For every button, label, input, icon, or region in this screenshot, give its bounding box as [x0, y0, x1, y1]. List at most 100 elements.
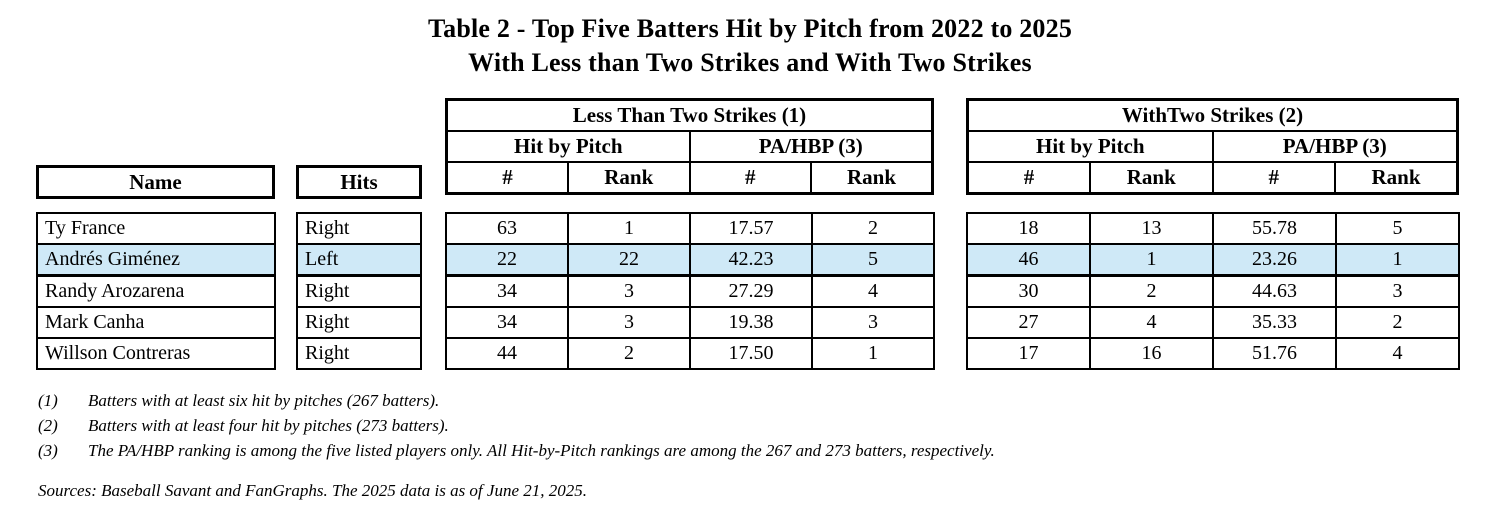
cell-ts-hbp-rank: 4	[1089, 306, 1214, 339]
cell-lt-hbp-rank: 22	[567, 243, 691, 277]
cell-lt-pa-hbp: 42.23	[689, 243, 813, 277]
cell-name: Willson Contreras	[36, 337, 276, 370]
cell-lt-hbp-rank: 3	[567, 274, 691, 308]
cell-lt-pa-rank: 2	[811, 212, 935, 245]
cell-hits: Right	[296, 337, 422, 370]
cell-hits: Right	[296, 274, 422, 308]
num-header: #	[445, 161, 569, 195]
hit-by-pitch-header: Hit by Pitch	[966, 130, 1214, 163]
cell-lt-hbp: 34	[445, 274, 569, 308]
cell-ts-pa-hbp: 35.33	[1212, 306, 1337, 339]
cell-ts-hbp-rank: 16	[1089, 337, 1214, 370]
group-title-row: Less Than Two Strikes (1)	[445, 98, 934, 132]
name-column-header: Name	[36, 165, 275, 199]
rank-header: Rank	[567, 161, 691, 195]
table-row: 27 4 35.33 2	[966, 306, 1460, 339]
with-two-strikes-header: WithTwo Strikes (2) Hit by Pitch PA/HBP …	[966, 98, 1459, 195]
cell-hits: Right	[296, 212, 422, 245]
table-row-highlighted: 22 22 42.23 5	[445, 243, 935, 277]
cell-ts-pa-rank: 3	[1335, 274, 1460, 308]
cell-lt-hbp: 34	[445, 306, 569, 339]
num-header: #	[966, 161, 1091, 195]
footnote-3: (3) The PA/HBP ranking is among the five …	[38, 438, 995, 463]
cell-lt-hbp-rank: 2	[567, 337, 691, 370]
cell-lt-pa-rank: 4	[811, 274, 935, 308]
cell-ts-hbp: 30	[966, 274, 1091, 308]
cell-ts-pa-rank: 1	[1335, 243, 1460, 277]
table-row: Right	[296, 337, 422, 370]
cell-ts-pa-hbp: 55.78	[1212, 212, 1337, 245]
group-subtitle-row: Hit by Pitch PA/HBP (3)	[445, 130, 934, 163]
group-title: Less Than Two Strikes (1)	[445, 98, 934, 132]
cell-lt-hbp: 63	[445, 212, 569, 245]
table-row-highlighted: 46 1 23.26 1	[966, 243, 1460, 277]
table-row: Willson Contreras	[36, 337, 276, 370]
cell-name: Ty France	[36, 212, 276, 245]
footnotes: (1) Batters with at least six hit by pitc…	[38, 388, 995, 463]
cell-lt-hbp: 44	[445, 337, 569, 370]
footnote-number: (2)	[38, 416, 58, 435]
footnote-1: (1) Batters with at least six hit by pitc…	[38, 388, 995, 413]
cell-lt-pa-rank: 3	[811, 306, 935, 339]
figure-title: Table 2 - Top Five Batters Hit by Pitch …	[0, 12, 1500, 80]
cell-ts-hbp: 18	[966, 212, 1091, 245]
cell-hits: Right	[296, 306, 422, 339]
group-columns-row: # Rank # Rank	[966, 161, 1459, 195]
rank-header: Rank	[1334, 161, 1459, 195]
group-title: WithTwo Strikes (2)	[966, 98, 1459, 132]
cell-ts-hbp: 46	[966, 243, 1091, 277]
less-than-two-strikes-header: Less Than Two Strikes (1) Hit by Pitch P…	[445, 98, 934, 195]
with-two-strikes-data-table: 18 13 55.78 5 46 1 23.26 1 30 2 44.63 3 …	[966, 212, 1460, 370]
group-title-row: WithTwo Strikes (2)	[966, 98, 1459, 132]
cell-lt-hbp-rank: 3	[567, 306, 691, 339]
cell-name: Mark Canha	[36, 306, 276, 339]
group-columns-row: # Rank # Rank	[445, 161, 934, 195]
cell-ts-pa-hbp: 23.26	[1212, 243, 1337, 277]
pa-hbp-header: PA/HBP (3)	[688, 130, 934, 163]
cell-lt-pa-hbp: 17.50	[689, 337, 813, 370]
table-row: 34 3 19.38 3	[445, 306, 935, 339]
figure-title-line2: With Less than Two Strikes and With Two …	[468, 48, 1032, 77]
cell-ts-hbp-rank: 2	[1089, 274, 1214, 308]
cell-ts-hbp: 27	[966, 306, 1091, 339]
cell-lt-pa-hbp: 19.38	[689, 306, 813, 339]
hit-by-pitch-header: Hit by Pitch	[445, 130, 691, 163]
footnote-text: The PA/HBP ranking is among the five lis…	[88, 441, 995, 460]
table-row: 30 2 44.63 3	[966, 274, 1460, 308]
hits-data-table: Right Left Right Right Right	[296, 212, 422, 370]
cell-lt-hbp-rank: 1	[567, 212, 691, 245]
figure-title-line1: Table 2 - Top Five Batters Hit by Pitch …	[427, 14, 1073, 43]
cell-ts-hbp-rank: 1	[1089, 243, 1214, 277]
num-header: #	[1211, 161, 1336, 195]
cell-ts-pa-rank: 5	[1335, 212, 1460, 245]
cell-ts-hbp-rank: 13	[1089, 212, 1214, 245]
cell-ts-hbp: 17	[966, 337, 1091, 370]
footnote-2: (2) Batters with at least four hit by pit…	[38, 413, 995, 438]
cell-name: Randy Arozarena	[36, 274, 276, 308]
cell-lt-pa-hbp: 27.29	[689, 274, 813, 308]
table-row: Mark Canha	[36, 306, 276, 339]
table-row: Right	[296, 212, 422, 245]
table-row: 63 1 17.57 2	[445, 212, 935, 245]
cell-ts-pa-hbp: 51.76	[1212, 337, 1337, 370]
sources-line: Sources: Baseball Savant and FanGraphs. …	[38, 481, 587, 500]
rank-header: Rank	[1089, 161, 1214, 195]
table-row: Right	[296, 274, 422, 308]
less-than-two-strikes-data-table: 63 1 17.57 2 22 22 42.23 5 34 3 27.29 4 …	[445, 212, 935, 370]
footnote-text: Batters with at least four hit by pitche…	[88, 416, 449, 435]
cell-lt-pa-rank: 5	[811, 243, 935, 277]
cell-lt-pa-rank: 1	[811, 337, 935, 370]
table-row: 18 13 55.78 5	[966, 212, 1460, 245]
rank-header: Rank	[810, 161, 934, 195]
table-row-highlighted: Left	[296, 243, 422, 277]
pa-hbp-header: PA/HBP (3)	[1211, 130, 1459, 163]
cell-ts-pa-rank: 4	[1335, 337, 1460, 370]
footnote-number: (1)	[38, 391, 58, 410]
cell-lt-hbp: 22	[445, 243, 569, 277]
table-row: Right	[296, 306, 422, 339]
table-row-highlighted: Andrés Giménez	[36, 243, 276, 277]
footnote-text: Batters with at least six hit by pitches…	[88, 391, 440, 410]
cell-name: Andrés Giménez	[36, 243, 276, 277]
cell-lt-pa-hbp: 17.57	[689, 212, 813, 245]
